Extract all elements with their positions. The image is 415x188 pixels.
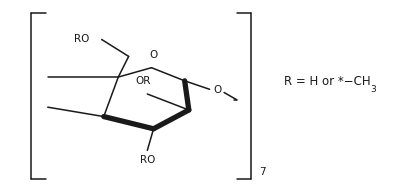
Text: RO: RO [74, 33, 89, 44]
Text: O: O [149, 50, 158, 60]
Text: R = H or *−CH: R = H or *−CH [284, 75, 371, 88]
Text: RO: RO [139, 155, 155, 165]
Text: O: O [214, 85, 222, 95]
Text: 3: 3 [371, 85, 376, 94]
Text: 7: 7 [259, 167, 266, 177]
Text: OR: OR [135, 77, 151, 86]
